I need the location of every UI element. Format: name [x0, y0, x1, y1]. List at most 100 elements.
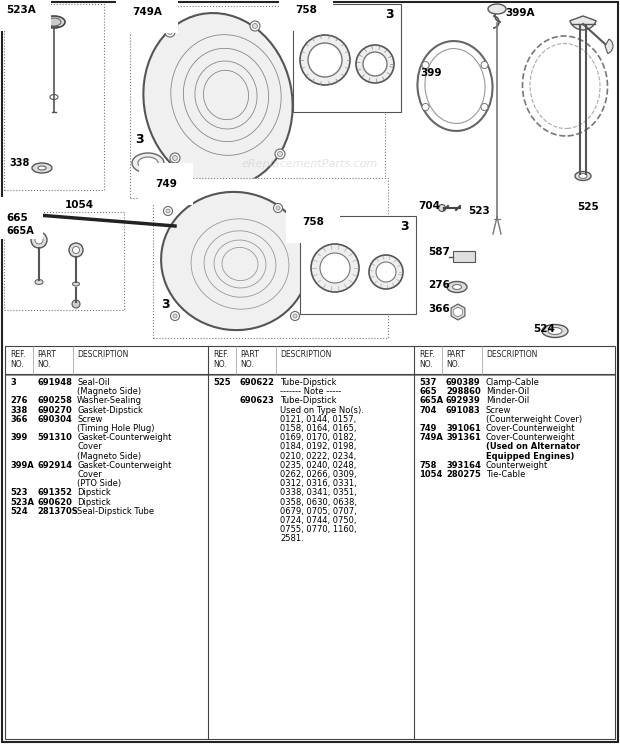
Text: (PTO Side): (PTO Side): [77, 479, 121, 488]
Text: 3: 3: [10, 378, 16, 387]
Ellipse shape: [50, 94, 58, 100]
Text: Cover: Cover: [77, 443, 102, 452]
Text: (Magneto Side): (Magneto Side): [77, 387, 141, 397]
Text: 281370S: 281370S: [37, 507, 78, 516]
Text: 0158, 0164, 0165,: 0158, 0164, 0165,: [280, 424, 356, 433]
Ellipse shape: [167, 30, 172, 34]
Ellipse shape: [73, 282, 79, 286]
Text: 704: 704: [418, 201, 440, 211]
Text: PART
NO.: PART NO.: [37, 350, 56, 370]
Text: 393164: 393164: [446, 461, 481, 469]
Ellipse shape: [166, 209, 170, 213]
Text: DESCRIPTION: DESCRIPTION: [486, 350, 538, 359]
Text: Seal-Oil: Seal-Oil: [77, 378, 110, 387]
Ellipse shape: [438, 205, 446, 211]
Bar: [300, 216, 416, 314]
Text: Tube-Dipstick: Tube-Dipstick: [280, 397, 337, 405]
Ellipse shape: [481, 62, 488, 68]
Ellipse shape: [376, 262, 396, 282]
Text: 537: 537: [419, 378, 436, 387]
Ellipse shape: [138, 157, 158, 169]
Bar: [153, 178, 388, 338]
Bar: [453, 251, 475, 262]
Text: 691948: 691948: [37, 378, 72, 387]
Text: 0358, 0630, 0638,: 0358, 0630, 0638,: [280, 498, 357, 507]
Text: 366: 366: [428, 304, 450, 314]
Ellipse shape: [542, 324, 568, 338]
Text: eReplacementParts.com: eReplacementParts.com: [242, 159, 378, 169]
Text: 665: 665: [419, 387, 436, 397]
Text: 690258: 690258: [37, 397, 72, 405]
Text: 525: 525: [577, 202, 599, 212]
Ellipse shape: [356, 45, 394, 83]
Ellipse shape: [35, 236, 43, 244]
Text: 692939: 692939: [446, 397, 480, 405]
Text: Equipped Engines): Equipped Engines): [486, 452, 574, 461]
Text: Tube-Dipstick: Tube-Dipstick: [280, 378, 337, 387]
Text: 749: 749: [419, 424, 436, 433]
Ellipse shape: [164, 207, 172, 216]
Text: 758: 758: [419, 461, 436, 469]
Ellipse shape: [579, 173, 587, 179]
Text: 690622: 690622: [240, 378, 275, 387]
Text: Cover-Counterweight: Cover-Counterweight: [486, 433, 575, 442]
Ellipse shape: [250, 21, 260, 31]
Text: Washer-Sealing: Washer-Sealing: [77, 397, 142, 405]
Text: 690270: 690270: [37, 405, 72, 414]
Text: 3: 3: [400, 220, 409, 233]
Ellipse shape: [173, 314, 177, 318]
Ellipse shape: [453, 284, 461, 289]
Text: 0679, 0705, 0707,: 0679, 0705, 0707,: [280, 507, 356, 516]
Text: 391361: 391361: [446, 433, 481, 442]
Text: 298860: 298860: [446, 387, 480, 397]
Text: 399A: 399A: [10, 461, 33, 469]
Text: 690389: 690389: [446, 378, 480, 387]
Ellipse shape: [320, 253, 350, 283]
Text: 399: 399: [420, 68, 441, 78]
Ellipse shape: [69, 243, 83, 257]
Ellipse shape: [132, 153, 164, 173]
Ellipse shape: [161, 192, 309, 330]
Bar: [4, 212, 124, 310]
Text: Counterweight: Counterweight: [486, 461, 548, 469]
Ellipse shape: [311, 244, 359, 292]
Ellipse shape: [172, 155, 177, 161]
Text: 0262, 0266, 0309,: 0262, 0266, 0309,: [280, 470, 356, 479]
Ellipse shape: [143, 13, 293, 187]
Ellipse shape: [488, 4, 506, 14]
Text: 0724, 0744, 0750,: 0724, 0744, 0750,: [280, 516, 356, 525]
Text: 665A: 665A: [6, 226, 33, 236]
Text: 524: 524: [533, 324, 555, 334]
Text: Screw: Screw: [77, 415, 102, 424]
Text: Screw: Screw: [486, 405, 512, 414]
Text: Gasket-Counterweight: Gasket-Counterweight: [77, 461, 171, 469]
Bar: [5, 346, 615, 739]
Text: PART
NO.: PART NO.: [240, 350, 259, 370]
Text: Tie-Cable: Tie-Cable: [486, 470, 525, 479]
Text: 399A: 399A: [505, 8, 534, 18]
Text: 749A: 749A: [419, 433, 443, 442]
Text: 3: 3: [385, 8, 394, 21]
Text: Clamp-Cable: Clamp-Cable: [486, 378, 540, 387]
Text: 665A: 665A: [419, 397, 443, 405]
Text: 0121, 0144, 0157,: 0121, 0144, 0157,: [280, 415, 356, 424]
Ellipse shape: [422, 103, 429, 111]
Text: PART
NO.: PART NO.: [446, 350, 465, 370]
Ellipse shape: [170, 153, 180, 163]
Text: Gasket-Dipstick: Gasket-Dipstick: [77, 405, 143, 414]
Text: 591310: 591310: [37, 433, 72, 442]
Text: Dipstick: Dipstick: [77, 498, 111, 507]
Text: ------- Note -----: ------- Note -----: [280, 387, 341, 397]
Text: Minder-Oil: Minder-Oil: [486, 387, 529, 397]
Text: DESCRIPTION: DESCRIPTION: [280, 350, 331, 359]
Bar: [4, 4, 104, 190]
Ellipse shape: [369, 255, 403, 289]
Ellipse shape: [548, 327, 562, 335]
Ellipse shape: [165, 27, 175, 37]
Text: Cover: Cover: [77, 470, 102, 479]
Text: 0312, 0316, 0331,: 0312, 0316, 0331,: [280, 479, 356, 488]
Ellipse shape: [276, 206, 280, 210]
Text: Minder-Oil: Minder-Oil: [486, 397, 529, 405]
Ellipse shape: [300, 35, 350, 85]
Ellipse shape: [422, 62, 429, 68]
